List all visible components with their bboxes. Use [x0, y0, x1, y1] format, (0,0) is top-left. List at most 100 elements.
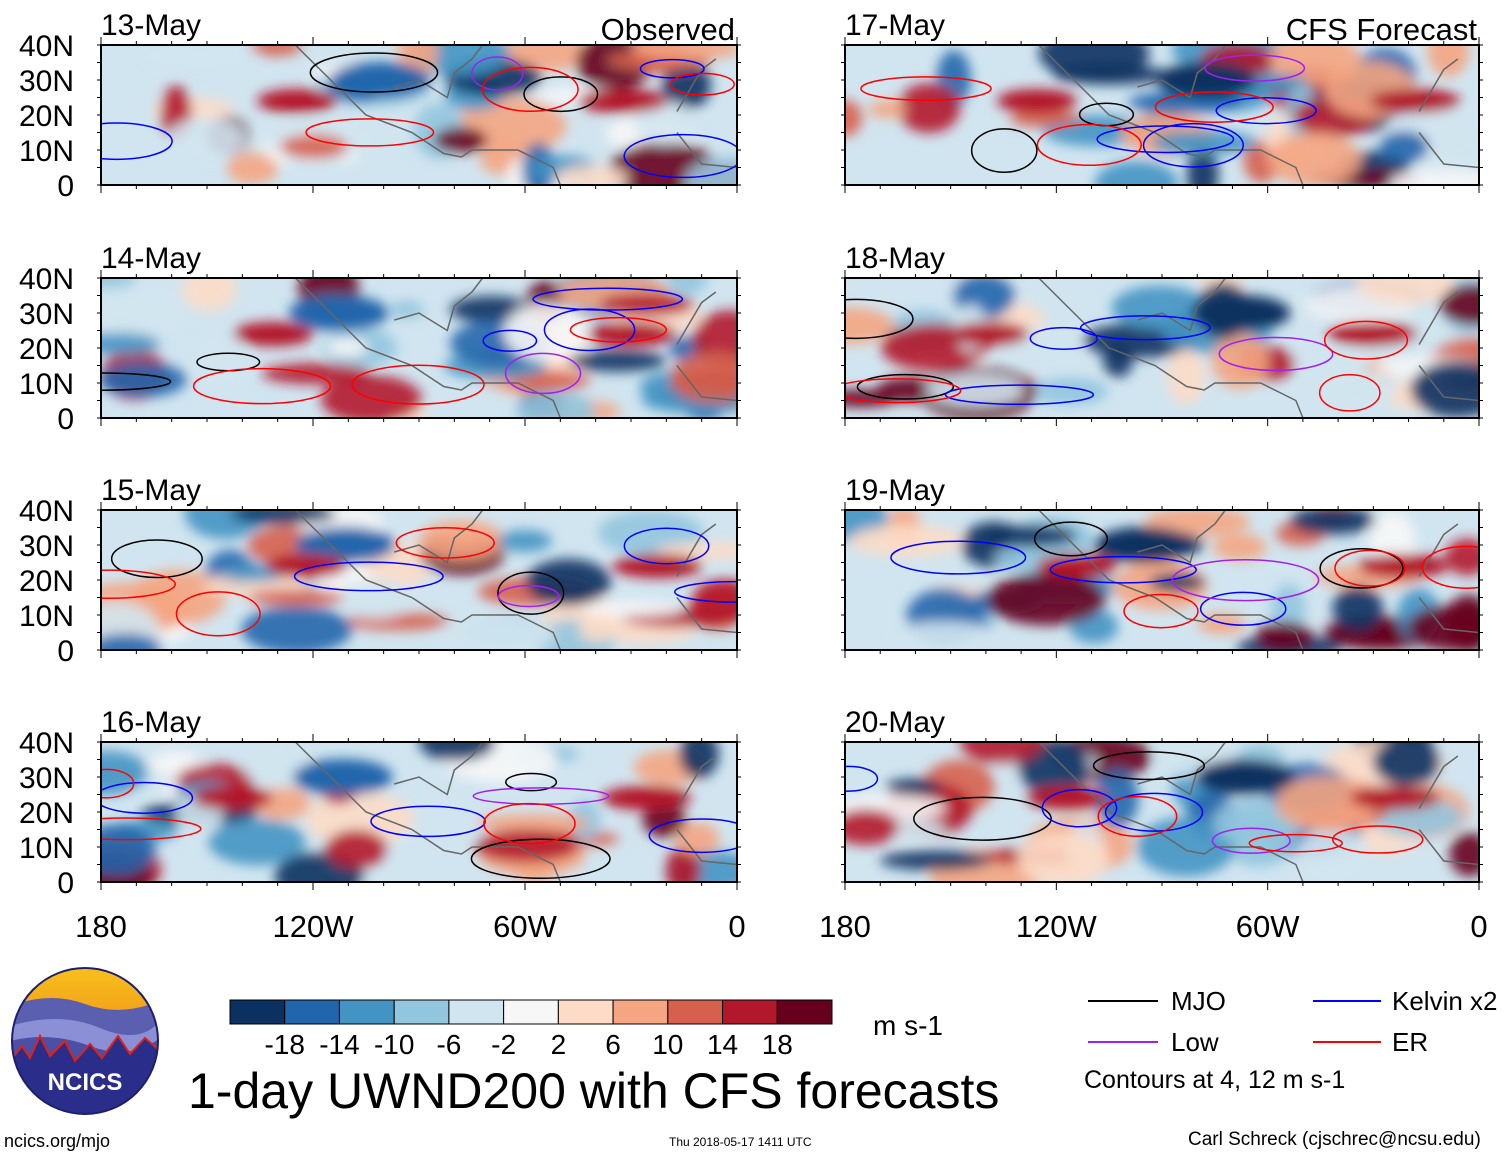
colorbar-swatch	[338, 999, 395, 1025]
y-tick-label: 20N	[19, 100, 74, 133]
kelvin-contour	[482, 329, 538, 352]
kelvin-contour	[648, 818, 737, 854]
colorbar-label: -18	[264, 1029, 304, 1060]
jet-easterly-blob	[1093, 527, 1194, 563]
y-tick-label: 20N	[19, 565, 74, 598]
wind-blob	[1094, 161, 1179, 185]
er-contour	[175, 591, 261, 637]
coastline	[1038, 510, 1479, 650]
colorbar-label: 18	[762, 1029, 793, 1060]
kelvin-contour	[623, 527, 710, 565]
wind-blob	[665, 845, 701, 882]
wind-blob	[581, 600, 683, 618]
x-tick-label: 180	[75, 909, 127, 944]
wind-blob	[1038, 45, 1150, 80]
colorbar-swatch	[667, 999, 724, 1025]
colorbar-swatch	[284, 999, 340, 1025]
wind-blob	[280, 134, 349, 159]
wind-blob	[241, 605, 353, 650]
y-tick-label: 40N	[19, 727, 74, 760]
wind-field	[101, 742, 737, 882]
mjo-contour	[856, 373, 955, 400]
wind-blob	[631, 45, 737, 61]
wind-blob	[101, 280, 192, 340]
legend-label: MJO	[1171, 986, 1226, 1016]
wind-blob	[475, 813, 591, 833]
x-tick-label: 120W	[273, 909, 355, 944]
wind-blob	[987, 573, 1106, 626]
wind-blob	[138, 45, 259, 69]
colorbar-swatch	[503, 999, 559, 1025]
jet-westerly-blob	[948, 322, 1029, 346]
kelvin-contour	[944, 384, 1095, 406]
er-contour	[1331, 825, 1424, 854]
jet-westerly-blob	[1370, 89, 1461, 113]
wind-blob	[101, 278, 138, 289]
y-tick-label: 40N	[19, 263, 74, 296]
jet-westerly-blob	[192, 786, 273, 810]
wind-blob	[845, 307, 895, 345]
jet-westerly-blob	[1036, 554, 1117, 578]
wind-blob	[1149, 573, 1205, 592]
wind-blob	[1303, 368, 1396, 410]
kelvin-contour	[370, 805, 486, 838]
wind-blob	[1389, 169, 1479, 185]
wind-blob	[326, 337, 368, 357]
kelvin-contour	[639, 58, 705, 79]
jet-westerly-blob	[996, 89, 1077, 113]
kelvin-contour	[101, 122, 173, 161]
panel-date: 14-May	[101, 242, 201, 275]
wind-field	[845, 510, 1479, 650]
er-contour	[1323, 320, 1409, 360]
er-contour	[1334, 549, 1406, 587]
kelvin-contour	[1079, 315, 1211, 341]
x-tick-label: 120W	[1016, 909, 1098, 944]
low-contour	[497, 584, 560, 608]
kelvin-contour	[1142, 122, 1244, 168]
wind-blob	[885, 778, 943, 795]
url-link[interactable]: ncics.org/mjo	[4, 1131, 111, 1151]
y-tick-label: 10N	[19, 368, 74, 401]
wind-blob	[1017, 832, 1110, 882]
kelvin-contour	[1041, 788, 1118, 828]
wind-blob	[656, 541, 737, 560]
timestamp: Thu 2018-05-17 1411 UTC	[669, 1135, 812, 1149]
x-tick-label: 60W	[493, 909, 557, 944]
wind-blob	[250, 45, 303, 57]
wind-blob	[101, 601, 160, 650]
low-contour	[1218, 336, 1334, 372]
mjo-contour	[110, 539, 203, 579]
kelvin-contour	[293, 561, 444, 592]
kelvin-contour	[1215, 97, 1317, 125]
mjo-contour	[970, 128, 1038, 173]
colorbar-label: -14	[319, 1029, 359, 1060]
coastline	[294, 45, 737, 185]
wind-blob	[1410, 360, 1479, 418]
kelvin-contour	[623, 133, 737, 179]
kelvin-contour	[1049, 555, 1197, 584]
jet-westerly-blob	[266, 554, 347, 578]
mjo-contour	[101, 372, 172, 391]
y-tick-label: 20N	[19, 797, 74, 830]
colorbar-label: 14	[707, 1029, 738, 1060]
er-contour	[101, 569, 177, 600]
colorbar-label: 2	[551, 1029, 567, 1060]
jet-westerly-blob	[601, 786, 692, 810]
er-contour	[1123, 593, 1199, 629]
wind-blob	[893, 621, 997, 650]
er-contour	[481, 66, 579, 112]
mjo-contour	[1092, 751, 1206, 781]
wind-blob	[525, 558, 611, 606]
x-tick-label: 180	[819, 909, 871, 944]
column-title: CFS Forecast	[1286, 12, 1478, 47]
map-panel: 19-May	[841, 474, 1483, 658]
wind-blob	[1356, 278, 1454, 305]
wind-blob	[981, 525, 1078, 548]
legend-label: Kelvin x2	[1392, 986, 1498, 1016]
kelvin-contour	[845, 765, 879, 792]
wind-blob	[568, 350, 667, 372]
y-tick-label: 0	[57, 867, 74, 900]
wind-blob	[845, 99, 863, 137]
